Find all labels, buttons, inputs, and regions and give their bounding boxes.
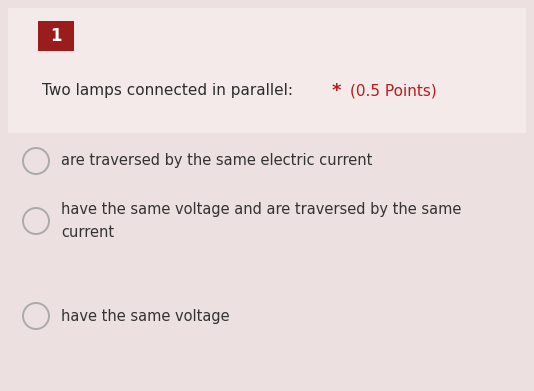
Text: (0.5 Points): (0.5 Points) <box>350 84 437 99</box>
Text: Two lamps connected in parallel:: Two lamps connected in parallel: <box>42 84 293 99</box>
Text: have the same voltage: have the same voltage <box>61 308 230 323</box>
FancyBboxPatch shape <box>38 21 74 51</box>
Circle shape <box>23 148 49 174</box>
Circle shape <box>23 208 49 234</box>
Text: *: * <box>332 82 342 100</box>
FancyBboxPatch shape <box>8 8 526 133</box>
Text: are traversed by the same electric current: are traversed by the same electric curre… <box>61 154 372 169</box>
Circle shape <box>23 303 49 329</box>
Text: have the same voltage and are traversed by the same
current: have the same voltage and are traversed … <box>61 203 461 240</box>
Text: 1: 1 <box>50 27 62 45</box>
